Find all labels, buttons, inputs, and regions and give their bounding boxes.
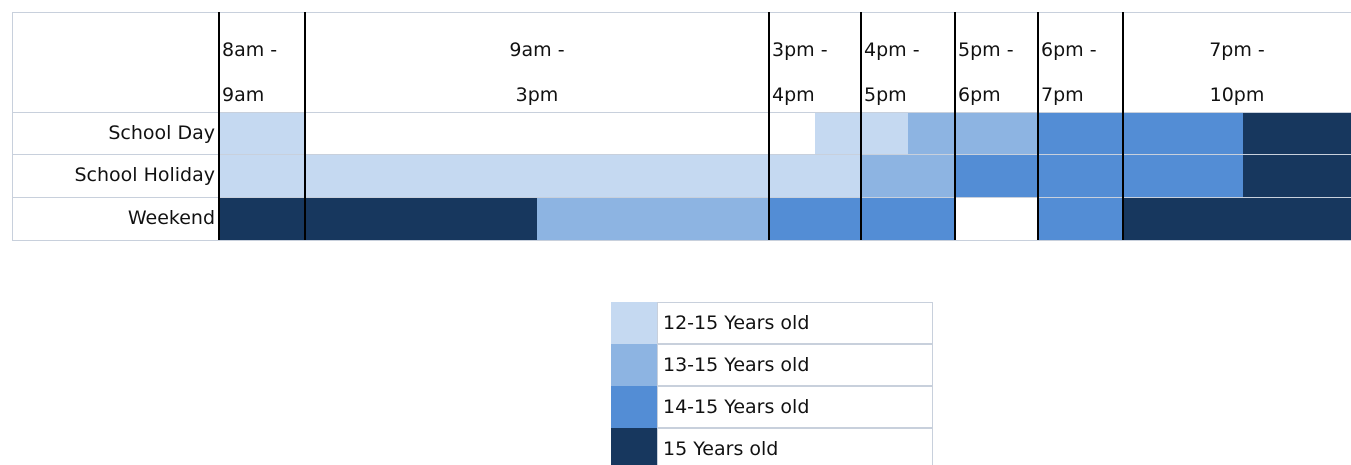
legend-swatch xyxy=(611,302,657,344)
column-header: 9am xyxy=(222,84,265,106)
grid-line xyxy=(12,197,1351,198)
column-divider xyxy=(1122,12,1124,240)
legend-label: 14-15 Years old xyxy=(663,396,810,418)
cell-fill xyxy=(1243,154,1351,197)
column-header: 9am - xyxy=(509,39,565,61)
cell-fill xyxy=(219,154,861,197)
legend-label: 13-15 Years old xyxy=(663,354,810,376)
cell-fill xyxy=(219,197,537,240)
column-divider xyxy=(954,12,956,240)
column-header: 7pm - xyxy=(1209,39,1265,61)
row-label: School Day xyxy=(108,122,215,144)
column-divider xyxy=(304,12,306,240)
legend-border xyxy=(657,428,933,465)
column-header: 8am - xyxy=(222,39,278,61)
cell-fill xyxy=(1038,197,1123,240)
legend-label: 12-15 Years old xyxy=(663,312,810,334)
column-header: 5pm xyxy=(864,84,907,106)
column-divider xyxy=(218,12,220,240)
grid-line xyxy=(12,240,1351,241)
column-header: 3pm - xyxy=(772,39,828,61)
column-header: 10pm xyxy=(1209,84,1265,106)
cell-fill xyxy=(955,154,1243,197)
legend-swatch xyxy=(611,428,657,465)
legend-swatch xyxy=(611,344,657,386)
legend-border xyxy=(657,344,933,386)
grid-line xyxy=(12,112,1351,113)
row-label: School Holiday xyxy=(74,164,215,186)
column-header: 3pm xyxy=(515,84,559,106)
column-header: 4pm xyxy=(772,84,815,106)
column-header: 5pm - xyxy=(958,39,1014,61)
legend-border xyxy=(657,302,933,344)
cell-fill xyxy=(769,197,955,240)
column-divider xyxy=(860,12,862,240)
column-header: 6pm - xyxy=(1041,39,1097,61)
cell-fill xyxy=(1243,112,1351,154)
grid-line xyxy=(12,12,13,240)
cell-fill xyxy=(908,112,1038,154)
legend-swatch xyxy=(611,386,657,428)
column-header: 7pm xyxy=(1041,84,1084,106)
cell-fill xyxy=(1123,197,1351,240)
column-header: 6pm xyxy=(958,84,1001,106)
grid-line xyxy=(12,12,1351,13)
grid-line xyxy=(12,154,1351,155)
column-divider xyxy=(768,12,770,240)
column-divider xyxy=(1037,12,1039,240)
cell-fill xyxy=(861,154,955,197)
cell-fill xyxy=(1038,112,1243,154)
cell-fill xyxy=(537,197,769,240)
legend-border xyxy=(657,386,933,428)
legend-label: 15 Years old xyxy=(663,438,779,460)
row-label: Weekend xyxy=(127,207,215,229)
cell-fill xyxy=(219,112,305,154)
column-header: 4pm - xyxy=(864,39,920,61)
